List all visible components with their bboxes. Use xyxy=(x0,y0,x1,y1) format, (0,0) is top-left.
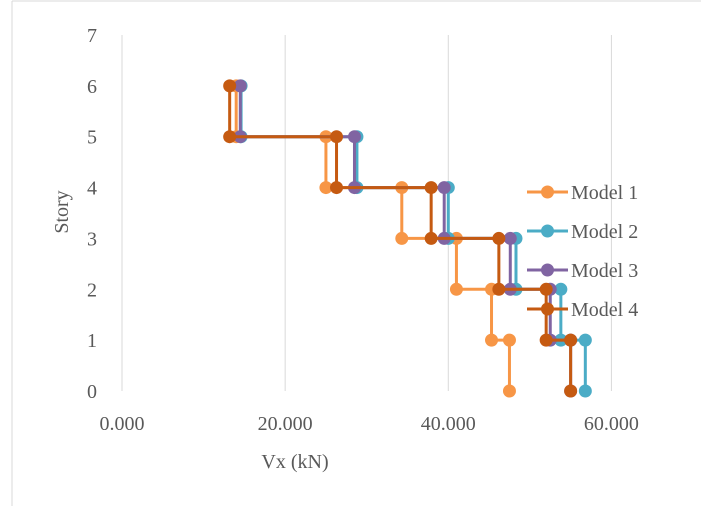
data-point xyxy=(492,282,506,296)
data-point xyxy=(564,333,578,347)
data-point xyxy=(424,231,438,245)
legend-label: Model 1 xyxy=(571,182,638,204)
y-tick-label: 3 xyxy=(87,228,97,250)
legend-label: Model 4 xyxy=(571,299,638,321)
data-point xyxy=(223,130,237,144)
x-axis-title: Vx (kN) xyxy=(261,451,328,473)
data-point xyxy=(564,384,578,398)
data-point xyxy=(503,231,517,245)
data-point xyxy=(449,282,463,296)
y-tick-label: 7 xyxy=(87,25,97,47)
x-tick-labels: 0.000 20.000 40.000 60.000 xyxy=(100,413,639,435)
data-point xyxy=(424,181,438,195)
legend-label: Model 2 xyxy=(571,221,638,243)
data-point xyxy=(233,79,247,93)
data-point xyxy=(395,231,409,245)
x-tick-label: 60.000 xyxy=(584,413,639,435)
legend-item: Model 3 xyxy=(527,260,638,282)
data-point xyxy=(492,231,506,245)
data-point xyxy=(347,130,361,144)
legend-label: Model 3 xyxy=(571,260,638,282)
data-point xyxy=(330,130,344,144)
data-point xyxy=(223,79,237,93)
series-4 xyxy=(223,79,578,398)
data-point xyxy=(437,181,451,195)
x-tick-label: 40.000 xyxy=(421,413,476,435)
y-tick-label: 4 xyxy=(87,178,97,200)
data-point xyxy=(502,333,516,347)
y-tick-label: 1 xyxy=(87,330,97,352)
legend-marker xyxy=(541,224,554,238)
legend-item: Model 2 xyxy=(527,221,638,243)
legend-marker xyxy=(541,302,554,316)
legend-item: Model 4 xyxy=(527,299,638,321)
y-tick-label: 0 xyxy=(87,381,97,403)
data-point xyxy=(539,333,553,347)
legend-item: Model 1 xyxy=(527,182,638,204)
data-point xyxy=(502,384,516,398)
x-tick-label: 0.000 xyxy=(100,413,145,435)
data-point xyxy=(485,333,499,347)
x-tick-label: 20.000 xyxy=(258,413,313,435)
data-point xyxy=(578,333,592,347)
data-point xyxy=(330,181,344,195)
y-tick-label: 2 xyxy=(87,279,97,301)
series-layer xyxy=(223,79,592,398)
y-tick-label: 6 xyxy=(87,76,97,98)
grid-layer xyxy=(121,35,612,391)
data-point xyxy=(578,384,592,398)
legend: Model 1 Model 2 Model 3 Model 4 xyxy=(527,182,638,321)
data-point xyxy=(554,282,568,296)
data-point xyxy=(539,282,553,296)
y-tick-labels: 0 1 2 3 4 5 6 7 xyxy=(87,25,97,403)
data-point xyxy=(319,181,333,195)
y-tick-label: 5 xyxy=(87,127,97,149)
legend-marker xyxy=(541,185,554,199)
legend-marker xyxy=(541,263,554,277)
y-axis-title: Story xyxy=(51,190,73,233)
